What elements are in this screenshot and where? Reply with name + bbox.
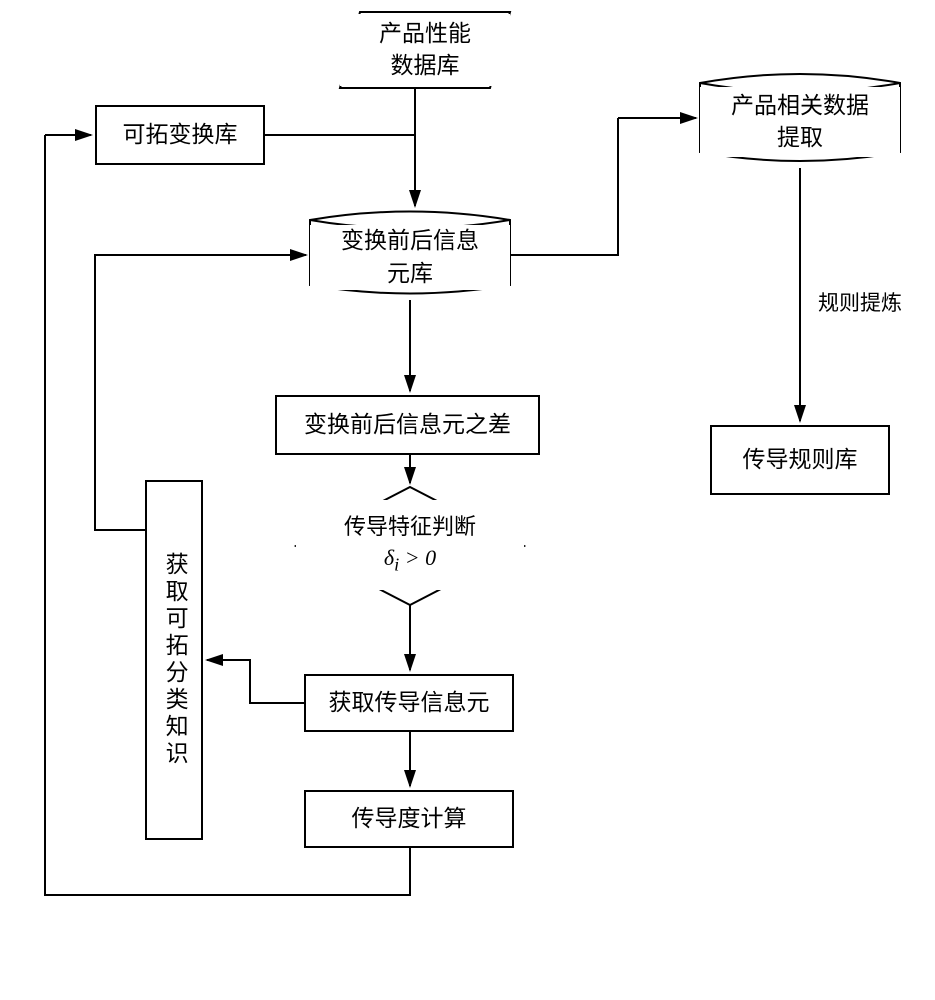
- db-performance-label: 产品性能数据库: [379, 18, 471, 82]
- db-transform: 可拓变换库: [95, 105, 265, 165]
- db-info-element: 变换前后信息元库: [310, 225, 510, 290]
- dec-feature: 传导特征判断 δi > 0: [296, 500, 524, 590]
- dec-feature-label2: δi > 0: [384, 543, 436, 578]
- db-data-extract: 产品相关数据提取: [700, 87, 900, 157]
- proc-conduct-calc-label: 传导度计算: [352, 803, 467, 835]
- proc-diff: 变换前后信息元之差: [275, 395, 540, 455]
- db-performance: 产品性能数据库: [340, 14, 510, 86]
- edge-rule-refine-label: 规则提炼: [818, 287, 902, 317]
- proc-get-conduct: 获取传导信息元: [304, 674, 514, 732]
- proc-rules-lib-label: 传导规则库: [743, 444, 858, 476]
- db-transform-label: 可拓变换库: [123, 119, 238, 151]
- proc-get-conduct-label: 获取传导信息元: [329, 687, 490, 719]
- proc-diff-label: 变换前后信息元之差: [304, 409, 511, 441]
- db-data-extract-label: 产品相关数据提取: [731, 90, 869, 154]
- dec-feature-label1: 传导特征判断: [344, 512, 476, 543]
- proc-get-knowledge: 获取可拓分类知识: [145, 480, 203, 840]
- proc-conduct-calc: 传导度计算: [304, 790, 514, 848]
- proc-get-knowledge-label: 获取可拓分类知识: [158, 552, 190, 768]
- db-info-element-label: 变换前后信息元库: [341, 225, 479, 289]
- proc-rules-lib: 传导规则库: [710, 425, 890, 495]
